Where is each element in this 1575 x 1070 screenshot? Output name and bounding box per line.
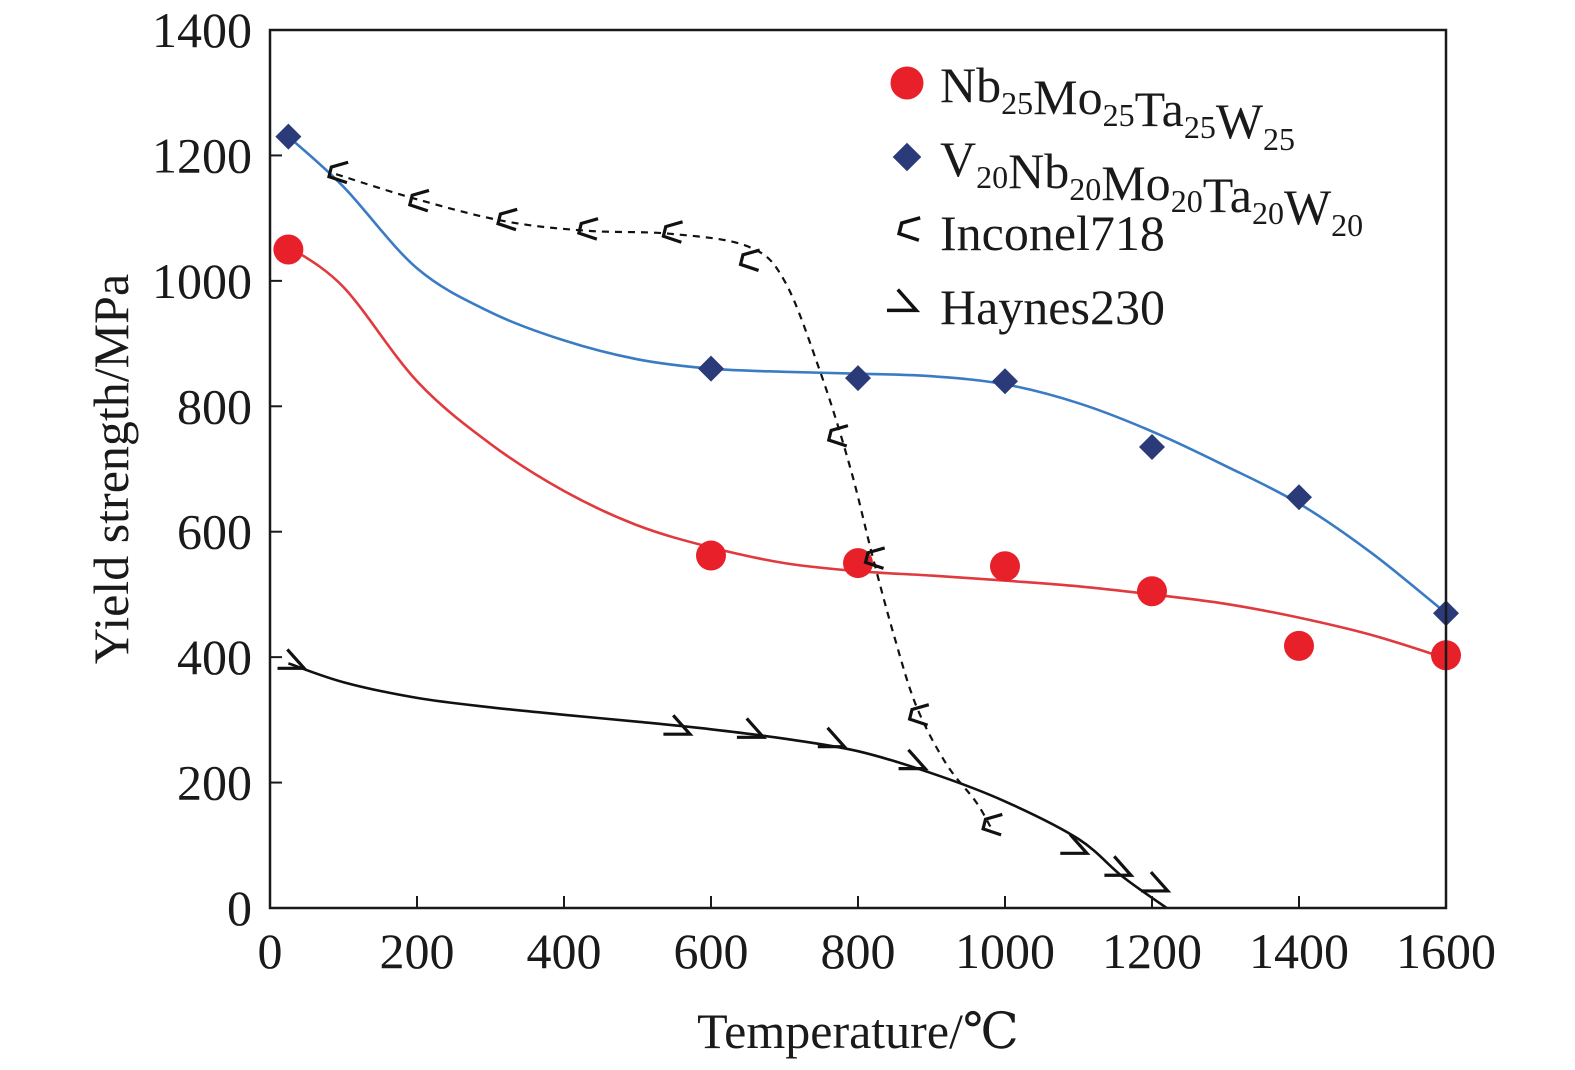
data-point-nb25mo25ta25w25 (273, 234, 304, 265)
x-tick-label: 0 (258, 923, 283, 979)
y-tick-label: 600 (177, 504, 252, 560)
data-point-inconel718 (327, 160, 349, 185)
x-tick-label: 400 (527, 923, 602, 979)
x-axis-title: Temperature/℃ (697, 1003, 1019, 1059)
data-point-v20nb20mo20ta20w20 (1139, 434, 1165, 461)
x-tick-label: 1200 (1102, 923, 1202, 979)
data-point-haynes230 (736, 717, 768, 739)
data-point-v20nb20mo20ta20w20 (275, 123, 302, 150)
data-point-inconel718 (496, 207, 518, 232)
legend-marker-v20nb20mo20ta20w20 (892, 142, 922, 172)
data-point-haynes230 (1060, 833, 1091, 855)
fit-line-nb25mo25ta25w25 (287, 245, 1447, 660)
legend-label-v20nb20mo20ta20w20: V20Nb20Mo20Ta20W20 (940, 131, 1363, 243)
data-point-inconel718 (576, 217, 599, 241)
y-tick-label: 200 (177, 755, 252, 811)
data-point-haynes230 (1104, 855, 1135, 877)
y-tick-label: 400 (177, 629, 252, 685)
data-point-v20nb20mo20ta20w20 (845, 365, 871, 392)
y-axis-ticks: 0 200 400 600 800 1000 1200 1400 (152, 2, 282, 936)
x-tick-label: 200 (380, 923, 455, 979)
data-point-nb25mo25ta25w25 (843, 548, 873, 579)
data-point-inconel718 (863, 546, 886, 570)
data-point-haynes230 (898, 748, 929, 771)
data-point-haynes230 (663, 714, 694, 736)
y-tick-label: 800 (177, 378, 252, 434)
data-point-inconel718 (407, 188, 430, 213)
x-tick-label: 1000 (955, 923, 1055, 979)
y-axis-title: Yield strength/MPa (83, 274, 139, 664)
data-point-inconel718 (826, 424, 849, 448)
legend-label-nb25mo25ta25w25: Nb25Mo25Ta25W25 (940, 57, 1295, 157)
y-tick-label: 1200 (152, 127, 252, 183)
legend: Nb25Mo25Ta25W25V20Nb20Mo20Ta20W20Inconel… (886, 57, 1363, 335)
data-point-nb25mo25ta25w25 (990, 551, 1020, 582)
data-point-inconel718 (661, 220, 684, 244)
data-point-inconel718 (907, 703, 930, 727)
fit-line-haynes230 (287, 662, 1168, 910)
data-point-haynes230 (1141, 870, 1172, 893)
legend-marker-nb25mo25ta25w25 (890, 66, 924, 100)
y-tick-label: 0 (227, 880, 252, 936)
data-point-nb25mo25ta25w25 (1284, 630, 1314, 661)
data-point-nb25mo25ta25w25 (1137, 576, 1167, 607)
legend-label-inconel718: Inconel718 (940, 205, 1165, 261)
data-point-inconel718 (738, 248, 761, 272)
legend-label-haynes230: Haynes230 (940, 279, 1165, 335)
data-markers (273, 123, 1461, 893)
legend-marker-inconel718 (896, 216, 921, 242)
fit-line-inconel718 (335, 173, 992, 828)
x-tick-label: 1600 (1396, 923, 1496, 979)
data-point-haynes230 (277, 648, 308, 670)
x-tick-label: 600 (674, 923, 749, 979)
x-tick-label: 800 (821, 923, 896, 979)
x-tick-label: 1400 (1249, 923, 1349, 979)
plot-frame (268, 28, 1448, 910)
data-point-inconel718 (981, 812, 1003, 837)
fit-lines (287, 135, 1447, 910)
x-axis-ticks: 0 200 400 600 800 1000 1200 1400 1600 (258, 896, 1496, 979)
data-point-v20nb20mo20ta20w20 (698, 355, 724, 382)
y-tick-label: 1400 (152, 2, 252, 58)
data-point-haynes230 (817, 726, 848, 749)
y-tick-label: 1000 (152, 253, 252, 309)
data-point-nb25mo25ta25w25 (696, 540, 726, 571)
legend-marker-haynes230 (886, 288, 921, 313)
data-point-v20nb20mo20ta20w20 (1286, 484, 1312, 511)
data-point-v20nb20mo20ta20w20 (992, 368, 1018, 395)
